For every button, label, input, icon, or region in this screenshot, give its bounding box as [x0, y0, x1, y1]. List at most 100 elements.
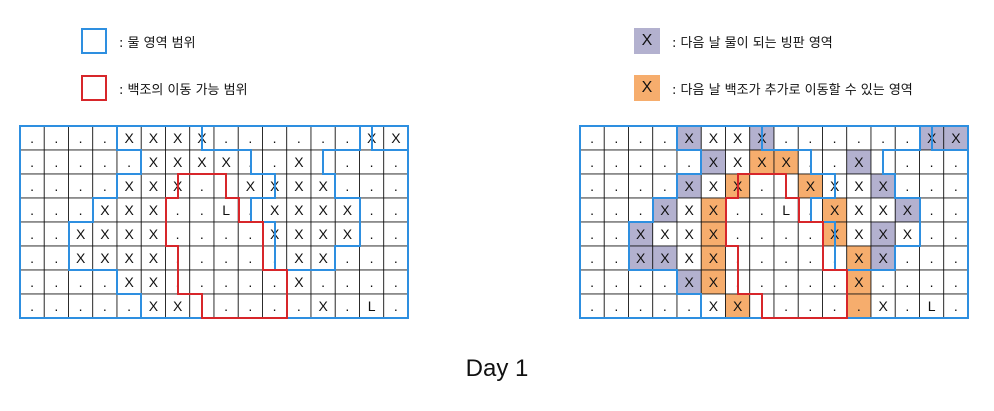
ice-mark: X — [149, 298, 159, 314]
ice-mark: X — [318, 226, 328, 242]
water-region-outline — [580, 125, 968, 318]
melting-ice-label: : 다음 날 물이 되는 빙판 영역 — [672, 35, 833, 51]
water-mark: . — [176, 202, 180, 218]
ice-mark: X — [878, 202, 888, 218]
water-range-swatch — [81, 28, 107, 54]
grid-cell — [603, 245, 629, 271]
grid-cell — [628, 125, 654, 151]
grid-cell — [189, 269, 215, 295]
grid-cell — [383, 173, 409, 199]
grid-cell — [310, 245, 336, 271]
grid-cell — [603, 269, 629, 295]
ice-mark: X — [854, 202, 864, 218]
water-mark: . — [905, 130, 909, 146]
ice-mark: X — [903, 226, 913, 242]
water-mark: . — [930, 274, 934, 290]
water-mark: . — [127, 298, 131, 314]
ice-mark: X — [391, 130, 401, 146]
grid-cell — [43, 293, 69, 319]
grid-cell — [749, 149, 775, 175]
grid-cell — [919, 221, 945, 247]
water-mark: . — [200, 274, 204, 290]
ice-mark: X — [294, 250, 304, 266]
grid-cell — [700, 245, 726, 271]
water-mark: . — [127, 154, 131, 170]
legend-swan-range: : 백조의 이동 가능 범위 — [81, 75, 248, 101]
water-mark: . — [200, 202, 204, 218]
grid-cell — [92, 293, 118, 319]
water-mark: . — [297, 298, 301, 314]
water-mark: . — [833, 298, 837, 314]
water-mark: . — [345, 178, 349, 194]
water-mark: . — [103, 130, 107, 146]
water-mark: . — [370, 274, 374, 290]
grid-cell — [773, 269, 799, 295]
ice-mark: X — [100, 226, 110, 242]
water-mark: . — [639, 154, 643, 170]
grid-cell — [797, 245, 823, 271]
water-mark: . — [663, 274, 667, 290]
ice-mark: X — [709, 202, 719, 218]
ice-mark: X — [343, 226, 353, 242]
water-mark: . — [784, 298, 788, 314]
water-mark: . — [833, 274, 837, 290]
water-mark: . — [273, 154, 277, 170]
water-mark: . — [760, 226, 764, 242]
ice-mark: X — [76, 226, 86, 242]
grid-cell — [749, 245, 775, 271]
ice-mark: X — [149, 226, 159, 242]
water-mark: . — [394, 178, 398, 194]
ice-mark: X — [684, 130, 694, 146]
grid-cell — [383, 269, 409, 295]
water-mark: . — [663, 130, 667, 146]
grid-cell — [846, 269, 872, 295]
grid-cell — [140, 221, 166, 247]
water-mark: . — [224, 298, 228, 314]
grid-cell — [603, 221, 629, 247]
grid-cell — [846, 245, 872, 271]
ice-mark: X — [636, 250, 646, 266]
grid-cell — [116, 245, 142, 271]
water-mark: . — [590, 154, 594, 170]
water-mark: . — [760, 178, 764, 194]
ice-mark: X — [100, 250, 110, 266]
ice-mark: X — [878, 250, 888, 266]
water-mark: . — [639, 274, 643, 290]
water-mark: . — [394, 250, 398, 266]
water-mark: . — [663, 298, 667, 314]
water-mark: . — [200, 250, 204, 266]
grid-cell — [334, 269, 360, 295]
grid-cell — [943, 125, 969, 151]
right-grid: .... X X X X...... X X..... X X X X.. X........ X X X.… — [579, 125, 969, 319]
water-mark: . — [590, 226, 594, 242]
water-mark: . — [79, 178, 83, 194]
grid-cell — [165, 221, 191, 247]
grid-cell — [628, 149, 654, 175]
water-mark: . — [808, 274, 812, 290]
grid-cell — [68, 221, 94, 247]
ice-mark: X — [684, 250, 694, 266]
ice-mark: X — [878, 226, 888, 242]
water-range-label: : 물 영역 범위 — [119, 35, 196, 51]
grid-cell — [68, 173, 94, 199]
swan-region-outline — [725, 173, 848, 319]
new-swan-area-label: : 다음 날 백조가 추가로 이동할 수 있는 영역 — [672, 82, 913, 98]
water-mark: . — [370, 154, 374, 170]
grid-cell — [43, 269, 69, 295]
water-mark: . — [808, 130, 812, 146]
water-mark: . — [103, 274, 107, 290]
ice-mark: X — [124, 130, 134, 146]
ice-mark: X — [636, 226, 646, 242]
water-mark: . — [321, 130, 325, 146]
water-mark: . — [248, 274, 252, 290]
water-mark: . — [905, 298, 909, 314]
ice-mark: X — [294, 154, 304, 170]
grid-cell — [68, 293, 94, 319]
ice-mark: X — [173, 298, 183, 314]
legend-water-range: : 물 영역 범위 — [81, 28, 196, 54]
grid-cell — [19, 149, 45, 175]
grid-cell — [676, 125, 702, 151]
grid-cell — [652, 149, 678, 175]
grid-cell — [140, 245, 166, 271]
ice-mark: X — [684, 226, 694, 242]
